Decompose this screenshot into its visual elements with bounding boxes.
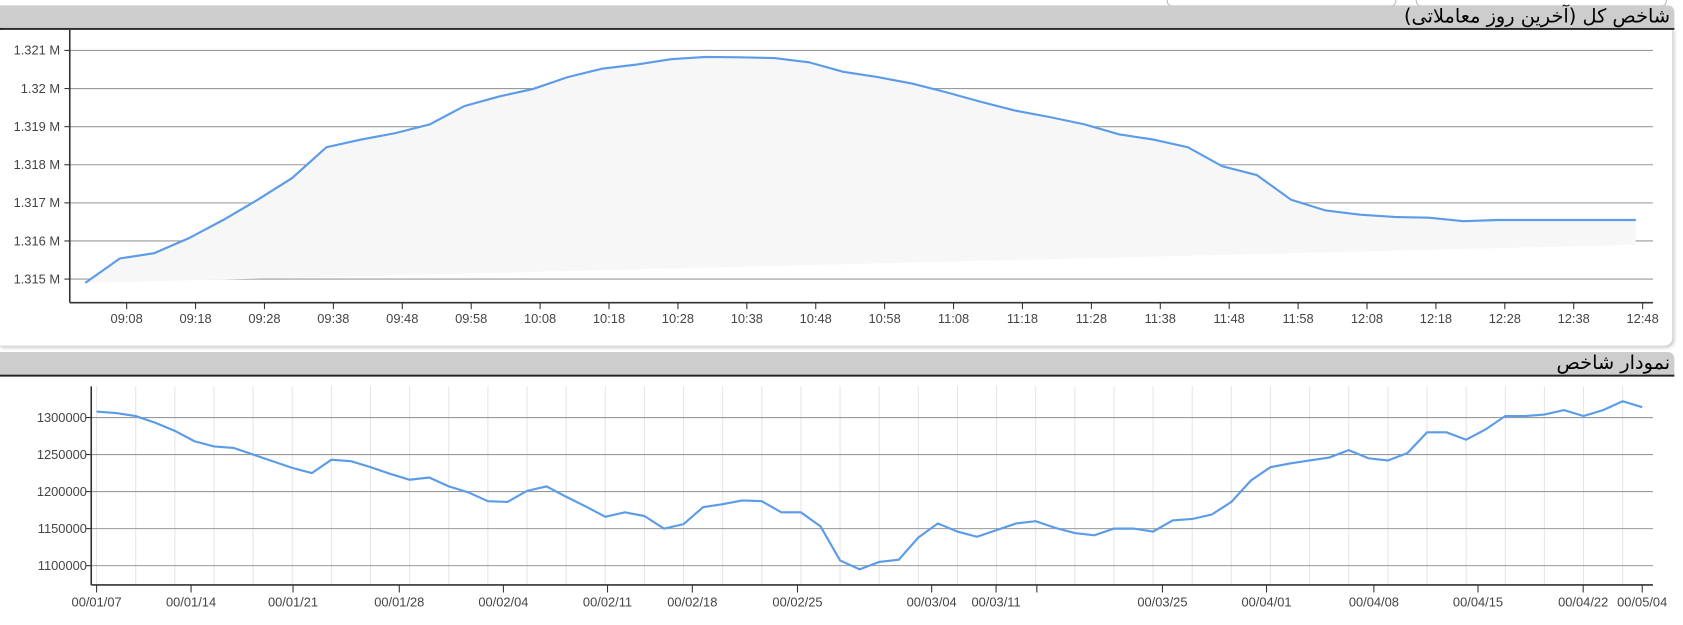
x-tick-label: 10:58 (869, 311, 901, 326)
bottom-panel-header: نمودار شاخص (0, 352, 1675, 377)
series-line (84, 55, 1636, 284)
x-tick-label: 09:18 (179, 311, 211, 326)
x-tick-label: 12:28 (1489, 311, 1521, 326)
y-tick-label: 1.317 M (14, 195, 61, 210)
y-tick-label: 1200000 (37, 484, 87, 499)
y-tick-label: 1250000 (37, 447, 87, 462)
x-tick-label: 00/05/04 (1617, 594, 1667, 609)
x-tick-label: 11:58 (1282, 311, 1313, 326)
x-tick-label: 00/03/04 (907, 594, 957, 609)
x-tick-label: 11:38 (1145, 311, 1176, 326)
x-tick-label: 09:48 (386, 311, 418, 326)
x-tick-label: 11:18 (1007, 311, 1038, 326)
x-tick-label: 10:18 (593, 311, 625, 326)
y-tick-label: 1.316 M (14, 233, 61, 248)
x-tick-label: 10:28 (662, 311, 694, 326)
x-tick-label: 00/02/04 (478, 594, 528, 609)
x-tick-label: 12:48 (1627, 311, 1659, 326)
x-tick-label: 11:28 (1076, 311, 1107, 326)
x-tick-label: 00/04/01 (1241, 594, 1291, 609)
y-tick-label: 1.315 M (14, 271, 61, 286)
y-tick-label: 1150000 (38, 521, 87, 536)
y-tick-label: 1.319 M (14, 119, 61, 134)
x-tick-label: 00/03/25 (1137, 594, 1187, 609)
x-tick-label: 00/02/11 (583, 594, 632, 609)
x-tick-label: 10:38 (731, 311, 763, 326)
x-tick-label: 09:08 (111, 311, 143, 326)
top-panel-header: شاخص کل (آخرین روز معاملاتی) (0, 5, 1675, 31)
x-tick-label: 00/04/22 (1558, 594, 1608, 609)
top-panel-title: شاخص کل (آخرین روز معاملاتی) (1403, 5, 1671, 28)
bottom-panel-title: نمودار شاخص (1556, 352, 1671, 375)
x-tick-label: 00/04/08 (1349, 594, 1399, 609)
x-tick-label: 09:28 (248, 311, 280, 326)
x-tick-label: 00/04/15 (1453, 594, 1503, 609)
y-tick-label: 1.32 M (21, 81, 60, 96)
y-tick-label: 1300000 (37, 410, 87, 425)
x-tick-label: 11:48 (1214, 311, 1245, 326)
x-tick-label: 10:48 (800, 311, 832, 326)
y-tick-label: 1100000 (38, 558, 87, 573)
x-tick-label: 00/01/28 (374, 594, 424, 609)
x-tick-label: 12:08 (1351, 311, 1383, 326)
y-tick-label: 1.321 M (14, 43, 61, 58)
y-tick-label: 1.318 M (14, 157, 61, 172)
x-tick-label: 11:08 (938, 311, 969, 326)
x-tick-label: 00/01/14 (166, 594, 216, 609)
x-tick-label: 00/02/18 (667, 594, 717, 609)
x-tick-label: 12:38 (1558, 311, 1590, 326)
x-tick-label: 00/03/11 (971, 594, 1020, 609)
x-tick-label: 00/02/25 (772, 594, 822, 609)
x-tick-label: 00/01/07 (72, 594, 122, 609)
area-fill (85, 56, 1636, 283)
x-tick-label: 09:58 (455, 311, 487, 326)
x-tick-label: 10:08 (524, 311, 556, 326)
series-line (96, 400, 1643, 571)
intraday-index-panel (0, 30, 1674, 347)
x-tick-label: 09:38 (317, 311, 349, 326)
x-tick-label: 00/01/21 (268, 594, 318, 609)
x-tick-label: 12:18 (1420, 311, 1452, 326)
